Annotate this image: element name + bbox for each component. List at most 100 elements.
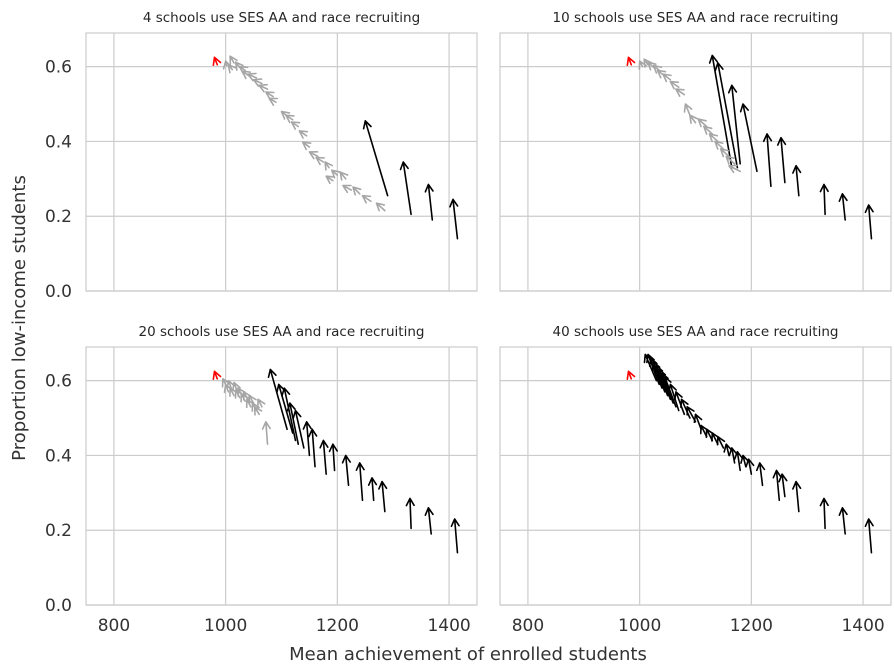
panel-3: 20 schools use SES AA and race recruitin… (45, 324, 478, 636)
arrow-other (352, 186, 362, 196)
arrow-other (265, 91, 275, 100)
panel-1: 4 schools use SES AA and race recruiting… (45, 10, 478, 302)
x-tick-label: 1400 (427, 616, 470, 636)
arrow-adopting (745, 458, 755, 475)
arrow-adopting (302, 420, 312, 457)
arrow-other (315, 156, 325, 166)
arrow-highlight (626, 370, 636, 381)
arrow-other (324, 161, 334, 171)
gridlines (500, 33, 891, 292)
panel-2: 10 schools use SES AA and race recruitin… (499, 10, 892, 292)
y-axis-label: Proportion low-income students (9, 175, 30, 461)
arrow-adopting (864, 204, 874, 240)
arrow-adopting (450, 518, 460, 554)
arrow-adopting (776, 136, 787, 184)
arrows (212, 368, 460, 554)
arrow-other (232, 381, 241, 392)
x-tick-label: 1000 (204, 616, 247, 636)
arrow-other (308, 151, 319, 160)
arrow-other (339, 171, 349, 181)
arrow-adopting (424, 183, 434, 221)
arrow-adopting (308, 428, 318, 468)
arrow-other (708, 133, 719, 143)
arrow-other (258, 83, 269, 93)
arrow-adopting (716, 435, 726, 449)
y-tick-label: 0.6 (45, 372, 72, 392)
arrow-other (242, 391, 252, 401)
arrow-adopting (662, 376, 677, 408)
y-tick-label: 0.4 (45, 132, 72, 152)
plot-frame (499, 346, 892, 606)
y-tick-label: 0.4 (45, 446, 72, 466)
arrow-adopting (399, 161, 412, 216)
x-tick-label: 1400 (841, 616, 884, 636)
panel-title: 20 schools use SES AA and race recruitin… (139, 324, 425, 340)
arrow-adopting (362, 120, 389, 197)
arrow-other (330, 169, 341, 179)
arrow-other (247, 72, 258, 82)
arrow-other (229, 55, 238, 65)
arrow-adopting (693, 413, 703, 431)
gridlines (500, 347, 891, 606)
arrow-other (728, 164, 741, 174)
arrow-other (647, 61, 657, 71)
x-tick-label: 1200 (316, 616, 359, 636)
arrows (626, 353, 874, 554)
arrow-adopting (367, 477, 378, 502)
arrow-highlight (212, 56, 222, 67)
arrow-adopting (378, 480, 388, 513)
arrow-other (325, 175, 335, 185)
arrow-other (248, 394, 257, 405)
arrow-other (652, 64, 663, 74)
arrow-other (253, 406, 263, 416)
arrow-other (301, 141, 312, 151)
arrow-adopting (728, 447, 738, 464)
arrow-other (261, 420, 272, 446)
y-tick-label: 0.6 (45, 58, 72, 78)
arrow-other (342, 184, 353, 194)
x-tick-label: 800 (512, 616, 544, 636)
arrow-adopting (733, 450, 744, 472)
arrow-adopting (740, 454, 750, 468)
arrow-adopting (792, 480, 802, 513)
y-tick-label: 0.0 (45, 596, 72, 616)
arrow-other (725, 155, 736, 165)
arrow-other (268, 97, 279, 107)
arrow-adopting (723, 443, 733, 457)
arrow-other (298, 130, 309, 139)
arrow-adopting (714, 62, 739, 169)
arrow-other (226, 379, 236, 390)
arrows (212, 55, 459, 240)
arrow-adopting (708, 54, 733, 169)
x-tick-label: 1200 (730, 616, 773, 636)
arrow-highlight (626, 56, 636, 67)
arrow-other (221, 377, 231, 388)
y-tick-label: 0.0 (45, 282, 72, 302)
panel-title: 4 schools use SES AA and race recruiting (143, 10, 420, 26)
arrow-adopting (792, 164, 802, 197)
arrow-other (703, 125, 714, 135)
arrow-other (257, 398, 266, 409)
arrow-other (229, 387, 238, 397)
arrow-other (361, 194, 372, 204)
arrow-adopting (674, 391, 686, 416)
plot-frame (85, 32, 478, 292)
panel-title: 10 schools use SES AA and race recruitin… (553, 10, 839, 26)
arrow-other (643, 58, 653, 68)
panel-4: 40 schools use SES AA and race recruitin… (499, 324, 892, 636)
arrow-adopting (405, 497, 415, 530)
arrow-adopting (424, 506, 434, 535)
x-tick-label: 1000 (618, 616, 661, 636)
arrow-adopting (838, 506, 848, 535)
arrow-highlight (212, 370, 222, 381)
panel-title: 40 schools use SES AA and race recruitin… (553, 324, 839, 340)
arrow-adopting (449, 198, 459, 240)
arrow-adopting (778, 473, 788, 498)
arrow-adopting (355, 462, 365, 502)
y-tick-label: 0.2 (45, 521, 72, 541)
arrow-adopting (276, 383, 294, 434)
arrow-other (719, 148, 730, 158)
arrow-other (697, 118, 708, 128)
arrow-other (662, 73, 672, 83)
plot-frame (85, 346, 478, 606)
